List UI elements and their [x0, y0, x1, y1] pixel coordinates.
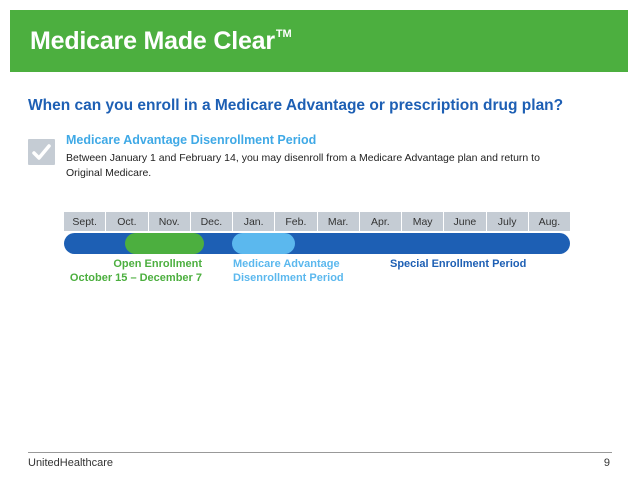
- open-enrollment-label: Open Enrollment October 15 – December 7: [69, 258, 202, 284]
- disenrollment-description: Between January 1 and February 14, you m…: [66, 152, 540, 179]
- footer-brand: UnitedHealthcare: [28, 457, 113, 469]
- month-cell: Sept.: [64, 212, 106, 231]
- month-cell: Feb.: [275, 212, 317, 231]
- month-cell: Apr.: [359, 212, 401, 231]
- disenrollment-segment: [232, 233, 295, 254]
- month-cell: July: [486, 212, 528, 231]
- open-enrollment-segment: [125, 233, 204, 254]
- month-cell: Aug.: [528, 212, 570, 231]
- footer-divider: [28, 452, 612, 453]
- page-number: 9: [603, 457, 610, 469]
- enrollment-timeline-bar: [64, 233, 570, 254]
- special-enrollment-label: Special Enrollment Period: [390, 258, 527, 270]
- month-cell: Nov.: [148, 212, 190, 231]
- disenrollment-title: Medicare Advantage Disenrollment Period: [66, 133, 317, 147]
- month-cell: Mar.: [317, 212, 359, 231]
- disenrollment-period-label: Medicare Advantage Disenrollment Period: [233, 258, 344, 284]
- trademark-symbol: TM: [275, 27, 292, 40]
- month-cell: June: [444, 212, 486, 231]
- month-header-row: Sept. Oct. Nov. Dec. Jan. Feb. Mar. Apr. May June…: [64, 212, 570, 231]
- section-heading: When can you enroll in a Medicare Advant…: [28, 97, 564, 114]
- month-cell: Jan.: [233, 212, 275, 231]
- month-cell: May: [402, 212, 444, 231]
- checkmark-icon: [28, 139, 55, 165]
- month-cell: Dec.: [190, 212, 232, 231]
- header-banner: Medicare Made ClearTM: [10, 10, 628, 72]
- month-cell: Oct.: [106, 212, 148, 231]
- page-title: Medicare Made ClearTM: [30, 27, 292, 55]
